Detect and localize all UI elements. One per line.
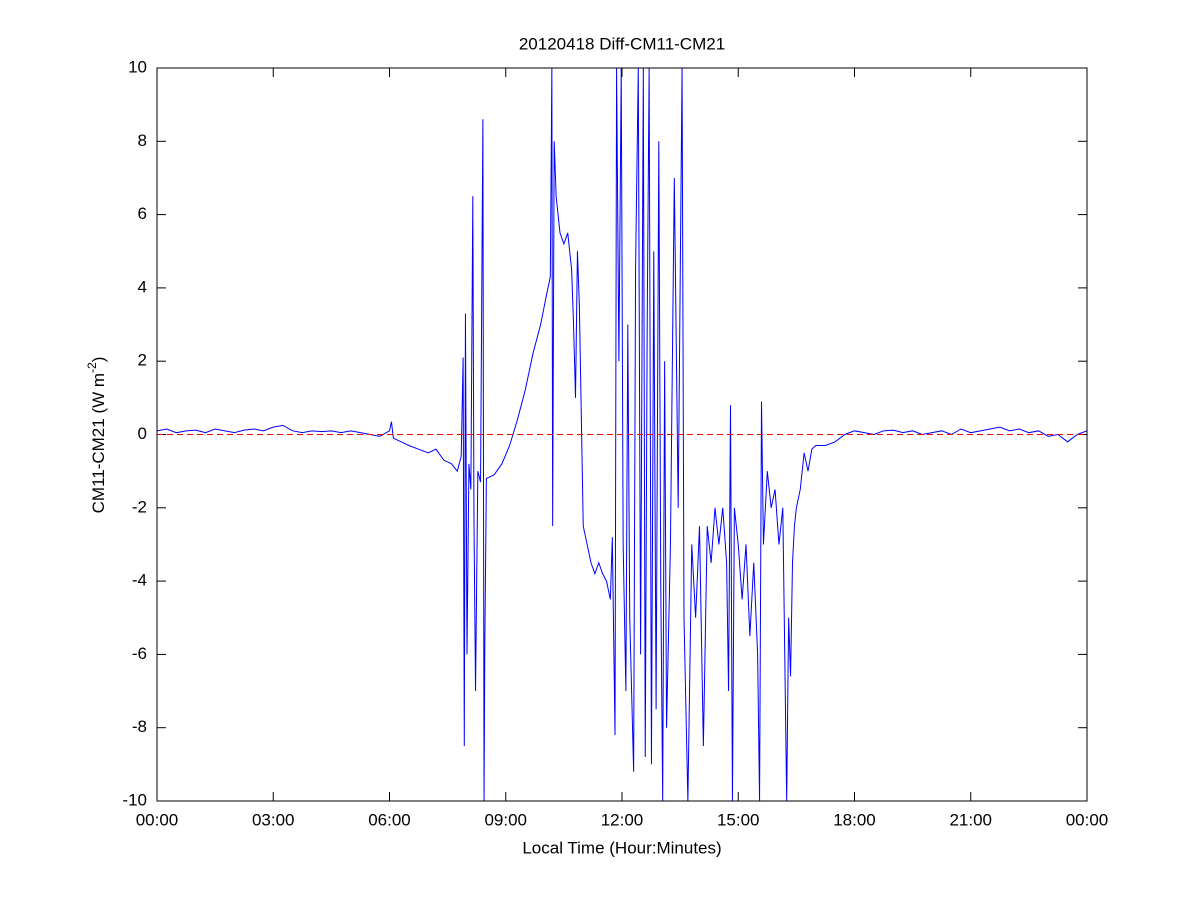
x-tick-label: 00:00 [1066, 810, 1109, 829]
y-tick-label: 6 [138, 204, 147, 223]
x-tick-label: 03:00 [252, 810, 295, 829]
y-tick-label: 8 [138, 131, 147, 150]
y-tick-label: 4 [138, 277, 147, 296]
y-tick-label: 2 [138, 351, 147, 370]
y-tick-label: 10 [128, 57, 147, 76]
x-tick-label: 12:00 [601, 810, 644, 829]
y-tick-label: -10 [122, 790, 147, 809]
chart-title: 20120418 Diff-CM11-CM21 [519, 34, 725, 53]
y-tick-label: -6 [132, 644, 147, 663]
y-axis-label-text: CM11-CM21 (W m [89, 373, 108, 513]
plot-frame [156, 67, 1088, 802]
y-axis-label: CM11-CM21 (W m-2) [85, 357, 108, 514]
data-line [157, 68, 1087, 801]
x-tick-label: 00:00 [136, 810, 179, 829]
y-tick-label: -4 [132, 571, 147, 590]
y-tick-label: -8 [132, 717, 147, 736]
y-tick-label: -2 [132, 497, 147, 516]
y-axis-label-suffix: ) [89, 357, 108, 363]
plot-area [157, 68, 1087, 801]
y-tick-label: 0 [138, 424, 147, 443]
x-tick-label: 21:00 [949, 810, 992, 829]
x-tick-label: 06:00 [368, 810, 411, 829]
x-tick-label: 15:00 [717, 810, 760, 829]
y-axis-label-superscript: -2 [85, 362, 99, 373]
x-tick-label: 18:00 [833, 810, 876, 829]
x-axis-label: Local Time (Hour:Minutes) [522, 838, 721, 857]
x-tick-label: 09:00 [484, 810, 527, 829]
